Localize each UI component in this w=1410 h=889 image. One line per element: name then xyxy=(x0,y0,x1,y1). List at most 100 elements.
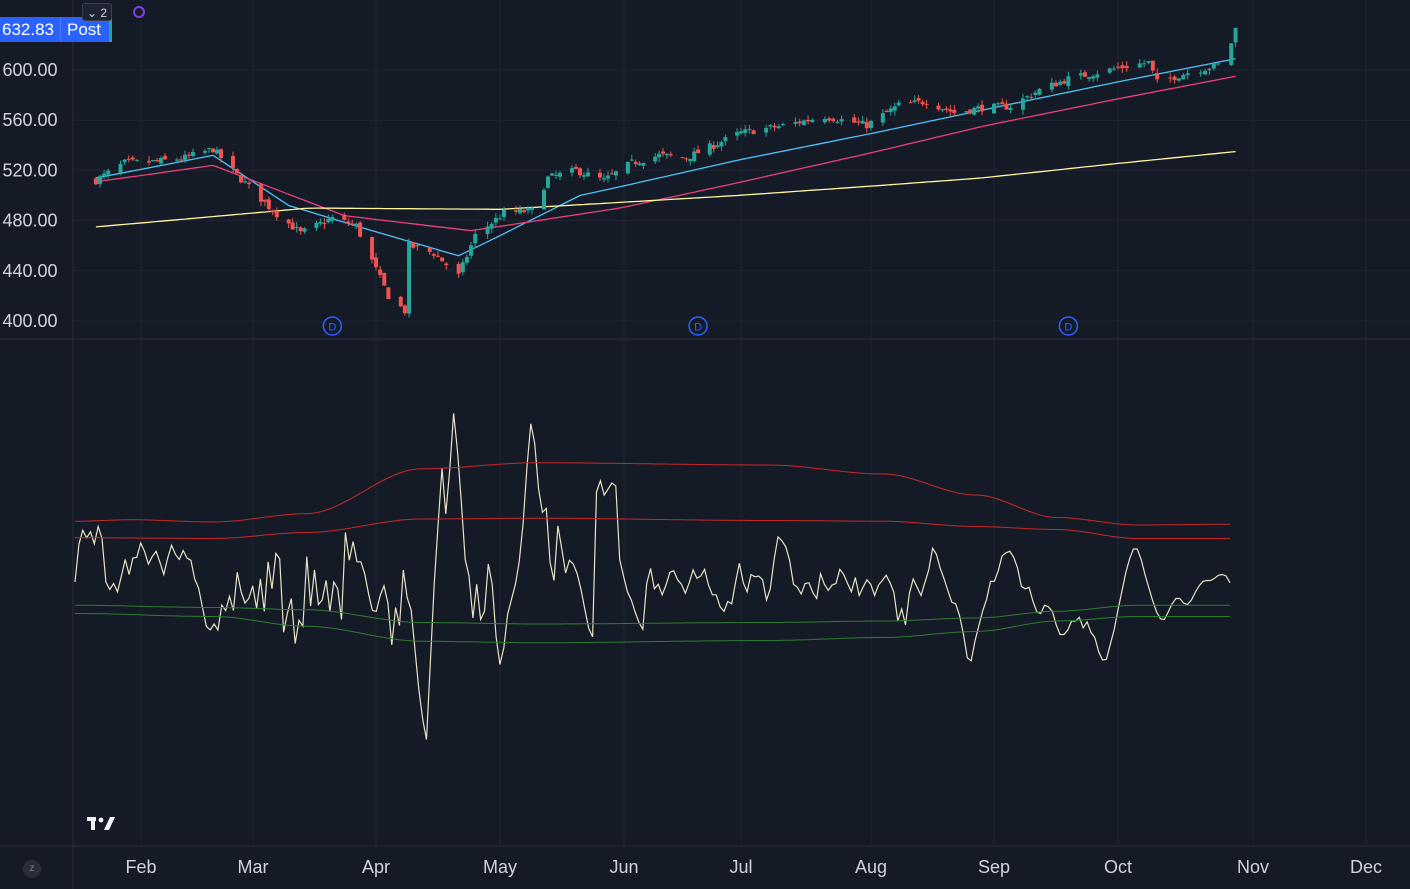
candle[interactable] xyxy=(444,262,449,270)
candle[interactable] xyxy=(247,180,251,189)
candle[interactable] xyxy=(1137,58,1142,69)
dividend-marker[interactable]: D xyxy=(1058,316,1079,336)
candle[interactable] xyxy=(936,102,941,112)
candle[interactable] xyxy=(892,102,897,116)
candle[interactable] xyxy=(155,157,159,163)
candle[interactable] xyxy=(1120,61,1125,73)
candle[interactable] xyxy=(93,176,98,186)
price-scale[interactable]: 600.00 560.00 520.00 480.00 440.00 400.00 xyxy=(2,60,57,331)
candle[interactable] xyxy=(286,218,291,229)
candle[interactable] xyxy=(1008,104,1013,114)
candle[interactable] xyxy=(692,147,697,163)
candle[interactable] xyxy=(637,161,642,167)
candle[interactable] xyxy=(924,99,929,110)
candle[interactable] xyxy=(1062,78,1067,85)
candle[interactable] xyxy=(715,141,720,149)
candle[interactable] xyxy=(869,119,873,131)
candle[interactable] xyxy=(657,150,662,163)
candle[interactable] xyxy=(346,218,351,227)
candle[interactable] xyxy=(578,167,582,179)
candle[interactable] xyxy=(1066,71,1071,90)
candle[interactable] xyxy=(1181,72,1186,80)
candle[interactable] xyxy=(570,165,574,177)
zoom-toggle-button[interactable]: z xyxy=(23,860,41,878)
candle[interactable] xyxy=(502,206,506,221)
candle[interactable] xyxy=(219,148,223,163)
collapse-button[interactable]: ⌄ 2 xyxy=(82,3,112,21)
candle[interactable] xyxy=(147,156,151,166)
candle[interactable] xyxy=(378,265,383,278)
candle[interactable] xyxy=(1233,27,1238,48)
candle[interactable] xyxy=(203,149,207,155)
candle[interactable] xyxy=(806,115,811,125)
candle[interactable] xyxy=(948,104,953,117)
candle[interactable] xyxy=(976,103,981,113)
candle[interactable] xyxy=(530,206,534,215)
candle[interactable] xyxy=(342,212,347,221)
candle[interactable] xyxy=(888,105,893,116)
candle[interactable] xyxy=(860,115,865,124)
candle[interactable] xyxy=(1203,68,1208,75)
candle[interactable] xyxy=(856,116,861,126)
candle[interactable] xyxy=(1004,99,1009,110)
candle[interactable] xyxy=(460,258,465,276)
candle[interactable] xyxy=(231,151,235,173)
dividend-marker[interactable]: D xyxy=(688,316,708,336)
candle[interactable] xyxy=(258,184,263,207)
candle[interactable] xyxy=(1029,93,1034,100)
candle[interactable] xyxy=(880,109,885,127)
candle[interactable] xyxy=(191,148,195,158)
candle[interactable] xyxy=(723,134,728,146)
candle[interactable] xyxy=(1216,61,1221,66)
candle[interactable] xyxy=(793,117,798,127)
candle[interactable] xyxy=(896,99,901,107)
candle[interactable] xyxy=(1087,76,1092,82)
candle[interactable] xyxy=(126,155,131,163)
candle[interactable] xyxy=(215,146,219,155)
candle[interactable] xyxy=(864,117,869,133)
candle[interactable] xyxy=(822,116,827,125)
candle[interactable] xyxy=(542,187,546,210)
candle[interactable] xyxy=(469,241,474,259)
candle[interactable] xyxy=(179,156,183,161)
candle[interactable] xyxy=(602,173,606,183)
candle[interactable] xyxy=(526,206,530,214)
candle[interactable] xyxy=(743,125,748,137)
candle[interactable] xyxy=(522,207,526,214)
candle[interactable] xyxy=(374,252,378,271)
candle[interactable] xyxy=(235,168,239,175)
candle[interactable] xyxy=(839,115,844,126)
candle[interactable] xyxy=(751,129,756,135)
candle[interactable] xyxy=(330,214,335,224)
candle[interactable] xyxy=(582,172,586,180)
candle[interactable] xyxy=(550,172,554,177)
candle[interactable] xyxy=(1207,67,1212,75)
candle[interactable] xyxy=(431,252,436,259)
candle[interactable] xyxy=(586,167,590,177)
candle[interactable] xyxy=(780,122,785,127)
candle[interactable] xyxy=(920,99,925,107)
candle[interactable] xyxy=(1037,88,1042,96)
candle[interactable] xyxy=(1020,93,1025,115)
candle[interactable] xyxy=(972,106,977,116)
candle[interactable] xyxy=(653,153,658,165)
candle[interactable] xyxy=(558,171,562,181)
candle[interactable] xyxy=(1058,79,1063,86)
candle[interactable] xyxy=(944,105,949,113)
candle[interactable] xyxy=(427,246,432,255)
candle[interactable] xyxy=(768,124,773,130)
candle[interactable] xyxy=(302,227,307,234)
candle[interactable] xyxy=(1142,59,1147,68)
candle[interactable] xyxy=(797,118,802,127)
candle[interactable] xyxy=(912,95,917,104)
candle[interactable] xyxy=(266,196,271,213)
candle[interactable] xyxy=(270,209,275,216)
candle[interactable] xyxy=(980,100,985,116)
candle[interactable] xyxy=(1082,69,1087,77)
candle[interactable] xyxy=(370,236,375,264)
candle[interactable] xyxy=(827,116,832,123)
candle[interactable] xyxy=(314,220,319,232)
candle[interactable] xyxy=(1033,90,1038,98)
candle[interactable] xyxy=(386,286,391,300)
candle[interactable] xyxy=(106,168,111,179)
